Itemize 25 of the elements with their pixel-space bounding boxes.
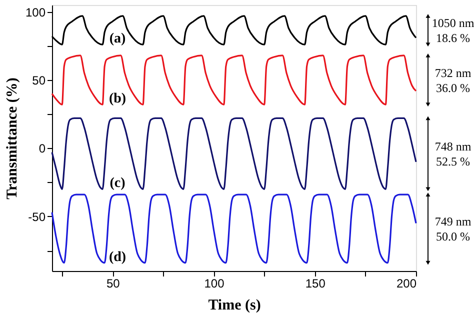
annotation: (d) xyxy=(108,250,126,265)
x-tick-label: 200 xyxy=(396,276,417,290)
y-tick-label: -50 xyxy=(28,210,46,224)
annotation: (c) xyxy=(110,176,126,192)
x-axis-title: Time (s) xyxy=(208,298,261,314)
y-tick-label: 0 xyxy=(38,142,46,156)
x-tick-label: 150 xyxy=(305,276,326,290)
text: 1050 nm xyxy=(432,16,474,30)
text: 36.0 % xyxy=(436,81,470,96)
annotation: (b) xyxy=(108,92,126,107)
text: 732 nm xyxy=(434,66,472,80)
x-tick-label: 50 xyxy=(106,276,120,290)
line-series xyxy=(51,117,417,190)
line-series xyxy=(51,54,417,106)
text: 18.6 % xyxy=(436,31,470,46)
line-series xyxy=(51,194,417,264)
text: 50.0 % xyxy=(436,230,470,244)
y-tick-label: 100 xyxy=(25,5,46,20)
y-tick-label: 50 xyxy=(32,74,46,88)
y-axis-title: Transmittance (%) xyxy=(4,78,20,200)
text: 748 nm xyxy=(434,140,472,154)
x-tick-label: 100 xyxy=(204,276,225,290)
text: 52.5 % xyxy=(436,154,470,169)
annotation: (a) xyxy=(109,32,126,47)
text: 749 nm xyxy=(434,214,472,229)
